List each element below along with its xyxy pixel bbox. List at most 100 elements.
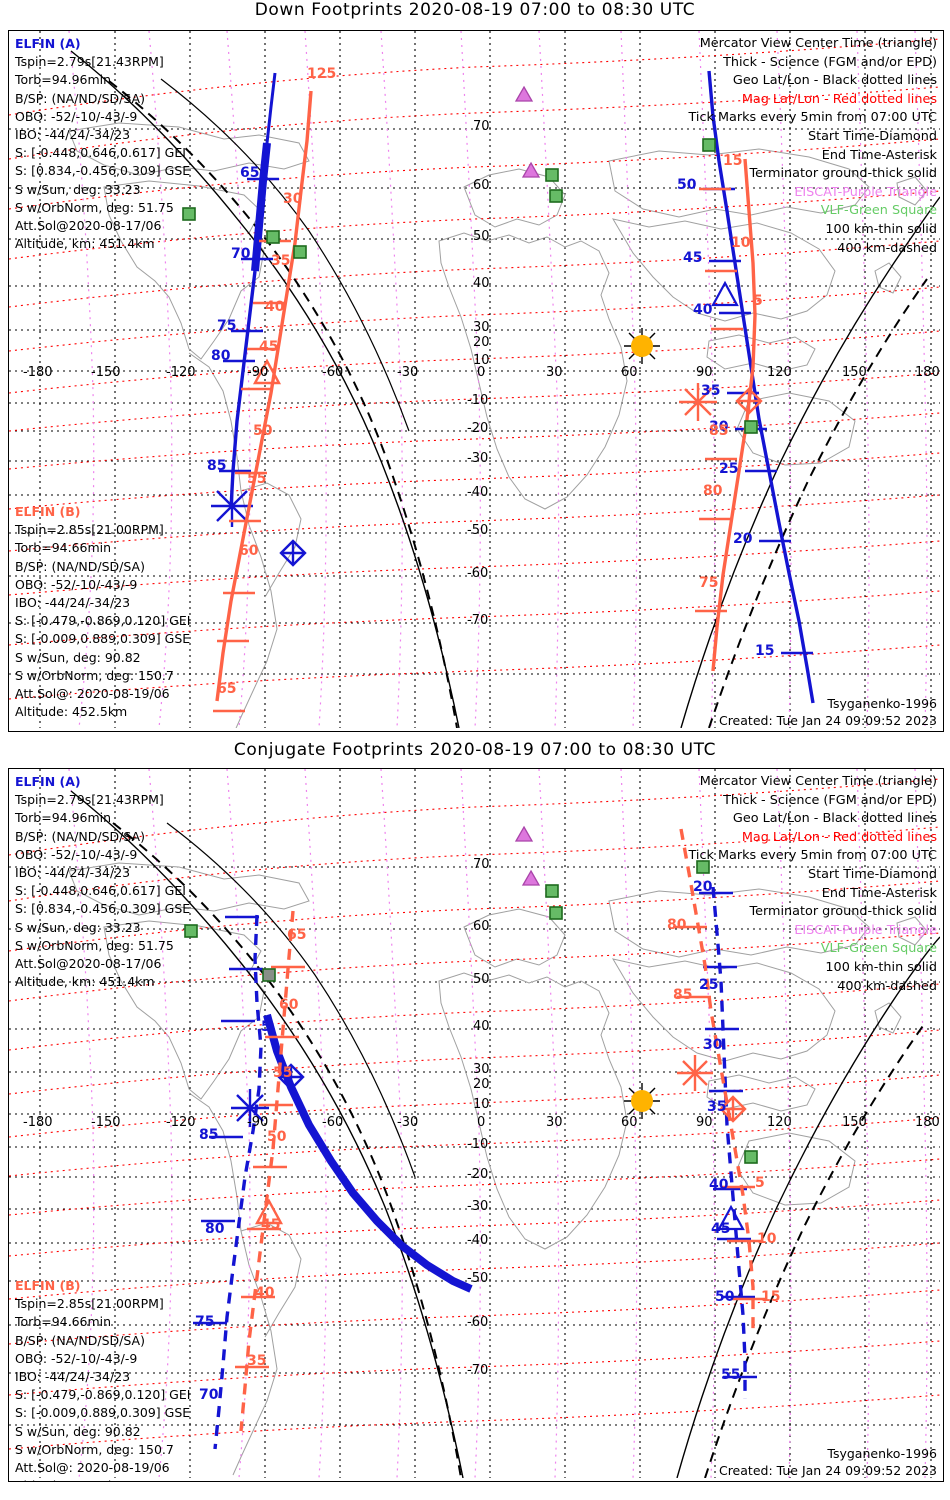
info-line: B/SP: (NA/ND/SD/SA) [15,90,145,106]
legend-line-tick-marks: Tick Marks every 5min from 07:00 UTC [688,110,937,126]
plot-frame-down: -180 -150 -120 -90 -60 -30 0 30 60 90 12… [8,30,944,732]
geo-longitude-gridlines [39,31,932,728]
track-tick-label-b: 35 [271,253,291,269]
elfin-b-title: ELFIN (B) [15,504,81,519]
info-line: OBO: -52/-10/-43/-9 [15,846,138,862]
elfin-b-info-block-conjugate: ELFIN (B) Tspin=2.85s[21.00RPM] Torb=94.… [15,1277,191,1481]
legend-line-tick-marks: Tick Marks every 5min from 07:00 UTC [688,848,937,864]
info-line: Tspin=2.79s[21.43RPM] [15,792,164,808]
legend-line-100km: 100 km-thin solid [825,959,937,975]
legend-block-conjugate: Mercator View Center Time (triangle) Thi… [688,773,937,996]
ytick-label: 10 [473,353,490,368]
info-line: Altitude: 452.5km [15,1477,190,1481]
track-tick-label-a: 40 [709,1177,729,1193]
vlf-square-icon [545,168,559,182]
ytick-label: -50 [467,523,489,538]
ytick-label: 50 [473,972,490,987]
track-tick-label-b: 65 [287,927,307,943]
info-line: IBO: -44/24/-34/23 [15,1369,131,1385]
model-label: Tsyganenko-1996 [827,1446,937,1461]
vlf-square-icon [184,924,198,938]
track-tick-label-b: 60 [239,543,259,559]
created-label: Created: Tue Jan 24 09:09:52 2023 [718,1463,937,1478]
info-line: OBO: -52/-10/-43/-9 [15,576,138,592]
legend-line-thick-science: Thick - Science (FGM and/or EPD) [723,792,937,808]
info-line: Altitude, km: 451.4km [15,236,155,252]
track-tick-label-b: 5 [755,1175,765,1191]
ytick-label: 10 [473,1097,490,1112]
track-tick-label-b: 15 [761,1289,781,1305]
track-tick-label-a: 65 [240,165,260,181]
ytick-label: -60 [467,1315,489,1330]
track-tick-label-b: 85 [673,987,693,1003]
legend-line-eiscat: EISCAT-Purple Triangle [794,184,937,200]
track-tick-label-b: 80 [667,917,687,933]
track-tick-label-b: 10 [731,235,751,251]
plot-frame-conjugate: -180 -150 -120 -90 -60 -30 0 30 60 90 12… [8,768,944,1482]
track-tick-label-a: 70 [231,246,251,262]
footer-conjugate: Tsyganenko-1996 Created: Tue Jan 24 09:0… [719,1445,937,1479]
track-tick-label-b: 55 [273,1065,293,1081]
ytick-label: 40 [473,1019,490,1034]
track-tick-label-b: 65 [217,681,237,697]
elfin-a-track-down [211,70,815,704]
legend-line-400km: 400 km-dashed [837,240,937,256]
track-tick-label-a: 40 [693,302,713,318]
xtick-label: 60 [621,365,638,380]
info-line: B/SP: (NA/ND/SD/SA) [15,828,145,844]
xtick-label: 90 [696,1115,713,1130]
xtick-label: 90 [696,365,713,380]
eiscat-triangle-icon [521,869,541,886]
info-line: S: [-0.009,0.889,0.309] GSE [15,1405,191,1421]
ground-station-markers [182,85,758,434]
track-tick-label-a: 75 [195,1314,215,1330]
start-time-diamond-a [279,539,307,567]
track-tick-label-b: 85 [709,423,729,439]
info-line: IBO: -44/24/-34/23 [15,127,131,143]
ytick-label: -50 [467,1271,489,1286]
info-line: Tspin=2.85s[21.00RPM] [15,1296,164,1312]
info-line: Tspin=2.85s[21.00RPM] [15,522,164,538]
ytick-label: 70 [473,857,490,872]
terminator-curves [70,790,940,1478]
ytick-label: -30 [467,1199,489,1214]
legend-line-geo-latlon: Geo Lat/Lon - Black dotted lines [732,73,937,89]
ytick-label: 20 [473,1077,490,1092]
eiscat-triangle-icon [514,85,534,102]
legend-line-100km: 100 km-thin solid [825,221,937,237]
ytick-label: 70 [473,119,490,134]
track-tick-label-b: 125 [307,66,337,82]
legend-block-down: Mercator View Center Time (triangle) Thi… [688,35,937,258]
legend-line-mercator: Mercator View Center Time (triangle) [699,774,937,789]
info-line: Torb=94.66min [15,1314,112,1330]
xtick-label: 0 [477,1115,486,1130]
info-line: B/SP: (NA/ND/SD/SA) [15,558,145,574]
info-line: S w/OrbNorm, deg: 51.75 [15,199,174,215]
info-line: Torb=94.96min [15,810,112,826]
info-line: Altitude, km: 451.4km [15,974,155,990]
xtick-label: 150 [842,1115,867,1130]
mag-latitude-gridlines [9,778,940,1450]
track-tick-label-a: 35 [707,1099,727,1115]
elfin-b-info-block-down: ELFIN (B) Tspin=2.85s[21.00RPM] Torb=94.… [15,503,190,721]
elfin-b-title: ELFIN (B) [15,1278,81,1293]
ytick-label: 50 [473,229,490,244]
info-line: S: [-0.479,-0.869,0.120] GEI [15,1387,191,1403]
legend-line-400km: 400 km-dashed [837,978,937,994]
track-tick-label-a: 50 [715,1289,735,1305]
sun-icon [624,328,660,364]
track-tick-label-a: 25 [699,977,719,993]
track-tick-label-a: 70 [199,1387,219,1403]
info-line: S w/OrbNorm, deg: 150.7 [15,667,174,683]
xtick-label: 120 [767,1115,792,1130]
geo-latitude-gridlines [9,866,940,1426]
end-time-asterisk-b [677,1055,713,1091]
elfin-b-track-conjugate [235,828,765,1432]
xtick-label: -120 [166,365,196,380]
info-line: S: [-0.479,-0.869,0.120] GEI [15,613,191,629]
track-tick-label-b: 15 [723,153,743,169]
elfin-b-track-down [213,90,763,713]
track-tick-label-b: 60 [279,997,299,1013]
track-tick-label-a: 30 [709,419,729,435]
info-line: Torb=94.96min [15,72,112,88]
